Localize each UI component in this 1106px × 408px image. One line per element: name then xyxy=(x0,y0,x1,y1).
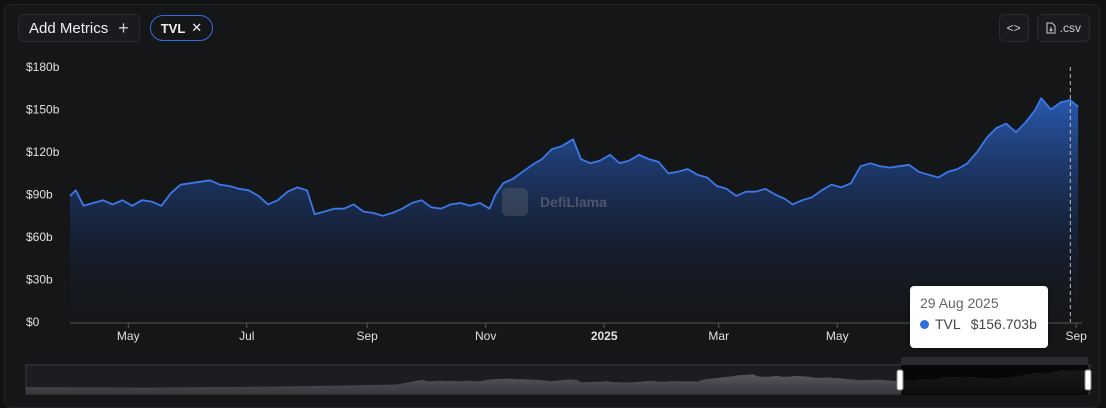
x-tick-label: Sep xyxy=(1065,329,1087,343)
plus-icon: + xyxy=(118,18,129,38)
tvl-area xyxy=(70,98,1079,322)
x-tick-label: May xyxy=(117,329,140,343)
y-tick-label: $30b xyxy=(26,273,53,287)
csv-label: .csv xyxy=(1059,21,1081,35)
y-tick-label: $150b xyxy=(26,103,60,117)
y-tick-label: $90b xyxy=(26,188,53,202)
range-brush-mini-area xyxy=(26,369,1088,394)
x-tick-label: May xyxy=(826,329,849,343)
y-tick-label: $0 xyxy=(26,315,40,329)
tooltip-series: TVL xyxy=(935,316,961,332)
range-brush-selection-bar xyxy=(901,357,1088,365)
embed-button[interactable]: <> xyxy=(998,14,1029,42)
code-icon: <> xyxy=(1006,21,1021,35)
x-tick-label: Sep xyxy=(357,329,379,343)
tooltip-value: $156.703b xyxy=(970,316,1037,332)
right-tools: <> .csv xyxy=(998,14,1090,42)
close-icon[interactable]: ✕ xyxy=(191,20,203,35)
defillama-logo xyxy=(502,188,528,216)
tvl-line xyxy=(69,97,1079,217)
metric-chip-tvl[interactable]: TVL ✕ xyxy=(149,15,214,41)
range-handle-right[interactable] xyxy=(1084,369,1092,391)
x-tick-label: Jul xyxy=(239,329,254,343)
y-tick-label: $180b xyxy=(26,60,60,74)
metric-chip-label: TVL xyxy=(160,20,186,36)
add-metrics-label: Add Metrics xyxy=(29,19,109,37)
y-tick-label: $120b xyxy=(26,145,60,159)
add-metrics-button[interactable]: Add Metrics + xyxy=(18,14,140,42)
csv-download-button[interactable]: .csv xyxy=(1036,14,1090,42)
chart-tooltip: 29 Aug 2025 TVL $156.703b xyxy=(910,286,1048,348)
tooltip-row: TVL $156.703b xyxy=(920,316,1038,332)
watermark-text: DefiLlama xyxy=(540,194,607,210)
range-handle-left[interactable] xyxy=(896,369,904,391)
y-tick-label: $60b xyxy=(26,230,53,244)
x-tick-label: 2025 xyxy=(591,329,618,343)
series-dot-icon xyxy=(920,319,929,329)
file-download-icon xyxy=(1046,22,1056,34)
tooltip-date: 29 Aug 2025 xyxy=(920,295,999,311)
x-tick-label: Mar xyxy=(708,329,729,343)
toolbar: Add Metrics + TVL ✕ xyxy=(18,14,214,42)
x-tick-label: Nov xyxy=(475,329,496,343)
